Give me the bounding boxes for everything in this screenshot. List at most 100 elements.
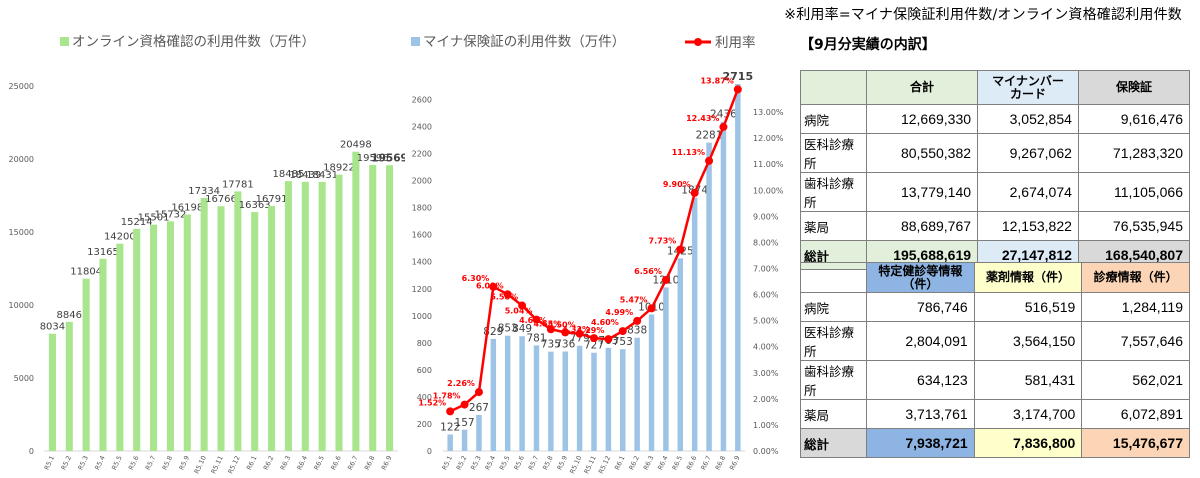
cell-value: 80,550,382 [865,133,979,173]
rate-point [460,400,469,409]
rate-label: 2.26% [447,379,475,388]
x-tick-label: R5.10 [568,454,583,475]
rate-point [503,290,512,299]
y-tick-label: 1000 [412,312,432,321]
data-label: 18922 [323,163,355,174]
data-label: 18439 [289,170,321,181]
x-tick-label: R6.3 [279,454,293,471]
rate-point [661,275,670,284]
cell-value: 15,476,677 [1081,428,1190,458]
y2-tick-label: 4.00% [753,343,779,352]
bar-data-label: 781 [526,332,546,344]
rate-label: 7.73% [649,236,677,245]
rate-point [633,316,642,325]
data-label: 16363 [239,200,271,211]
x-tick-label: R5.6 [512,454,526,471]
y-tick-label: 10000 [9,301,34,310]
table-row: 歯科診療所 634,123 581,431 562,021 [800,360,1190,400]
row-label: 薬局 [800,211,867,241]
table-corner [800,262,867,293]
breakdown-table-information: 特定健診等情報 （件） 薬剤情報（件） 診療情報（件） 病院 786,746 51… [800,262,1190,458]
y-tick-label: 800 [417,339,432,348]
y2-tick-label: 7.00% [753,265,779,274]
rate-point [733,85,742,94]
bar [720,121,727,451]
bar [369,164,377,451]
data-label: 20498 [340,140,372,151]
y2-tick-label: 6.00% [753,291,779,300]
cell-value: 7,938,721 [866,428,975,458]
x-tick-label: R6.5 [312,454,326,471]
bar [352,151,360,452]
y2-tick-label: 13.00% [753,108,784,117]
y2-tick-label: 9.00% [753,212,779,221]
cell-value: 562,021 [1081,360,1190,400]
y-tick-label: 600 [417,366,432,375]
data-label: 14200 [104,232,136,243]
y-tick-label: 1400 [412,258,432,267]
bar-data-label: 122 [440,422,460,434]
breakdown-title: 【9月分実績の内訳】 [800,37,936,53]
row-label: 歯科診療所 [800,360,867,400]
x-tick-label: R5.8 [541,454,555,471]
rate-point [604,335,613,344]
x-tick-label: R5.1 [43,454,57,471]
bar [691,197,698,451]
y2-tick-label: 11.00% [753,160,784,169]
legend-label: マイナ保険証の利用件数（万件） [423,34,625,50]
col-header-drug-info: 薬剤情報（件） [973,262,1083,293]
cell-value: 786,746 [866,292,975,322]
y-tick-label: 20000 [9,155,34,164]
bar [150,224,158,451]
rate-point [575,329,584,338]
table-header-row: 合計 マイナンバー カード 保険証 [800,70,1191,105]
data-label: 16766 [205,194,237,205]
breakdown-table-usage: 合計 マイナンバー カード 保険証 病院 12,669,330 3,052,854… [800,70,1191,270]
rate-point [546,325,555,334]
bar-data-label: 2715 [722,70,753,83]
data-label: 17781 [222,179,254,190]
cell-value: 12,669,330 [865,104,979,134]
y-tick-label: 0 [427,447,432,456]
bar-data-label: 736 [555,339,575,351]
rate-label: 4.29% [577,326,605,335]
y-tick-label: 400 [417,393,432,402]
cell-value: 88,689,767 [865,211,979,241]
bar [706,142,712,452]
table-row: 医科診療所 2,804,091 3,564,150 7,557,646 [800,321,1190,361]
table-row: 歯科診療所 13,779,140 2,674,074 11,105,066 [800,172,1191,212]
row-label: 医科診療所 [800,133,867,173]
rate-label: 13.87% [700,76,733,85]
table-row: 医科診療所 80,550,382 9,267,062 71,283,320 [800,133,1191,173]
bar-data-label: 849 [512,323,532,335]
legend-label: オンライン資格確認の利用件数（万件） [72,34,315,50]
table-corner [800,70,867,105]
rate-label: 1.52% [418,398,446,407]
bar [82,278,90,451]
x-tick-label: R5.4 [484,454,498,471]
x-tick-label: R6.6 [329,454,343,471]
col-header-mynumber-card: マイナンバー カード [977,70,1079,105]
bar [620,349,626,451]
rate-label: 4.50% [548,321,576,330]
row-label: 歯科診療所 [800,172,867,212]
cell-value: 76,535,945 [1077,211,1191,241]
bar [591,352,597,451]
bar-data-label: 853 [498,323,518,335]
bar [562,351,568,451]
bar [735,83,741,451]
y-tick-label: 1800 [412,204,432,213]
bar [99,258,107,451]
legend-swatch [60,37,69,46]
row-label: 病院 [800,292,867,322]
y-tick-label: 2600 [412,96,432,105]
x-tick-label: R6.3 [642,454,656,471]
data-label: 16791 [256,194,288,205]
header-line: 診療情報（件） [1093,270,1178,284]
y2-tick-label: 3.00% [753,369,779,378]
x-tick-label: R5.7 [144,454,158,471]
cell-value: 581,431 [973,360,1083,400]
y2-tick-label: 12.00% [753,134,784,143]
y2-tick-label: 2.00% [753,395,779,404]
x-tick-label: R5.3 [76,454,90,471]
